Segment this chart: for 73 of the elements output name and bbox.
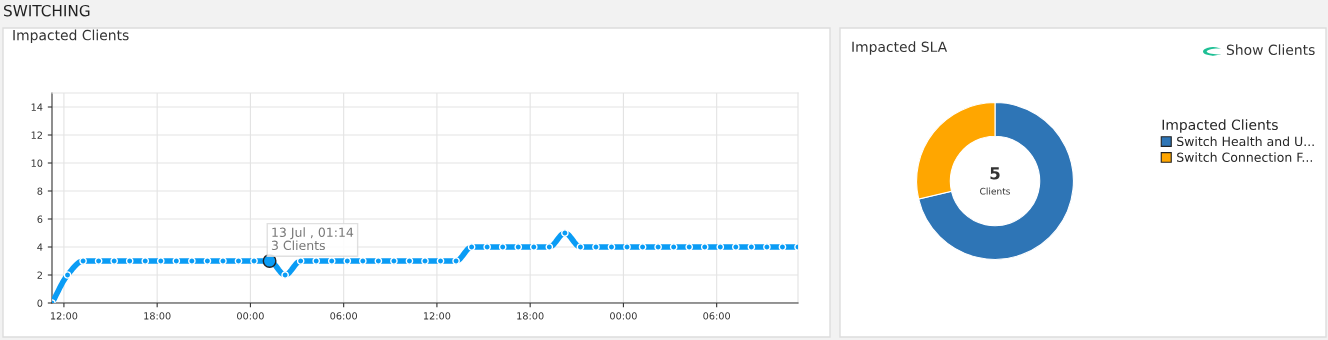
y-tick-label: 14 (31, 103, 43, 111)
point (623, 243, 631, 251)
point (219, 257, 227, 265)
chart-title: Impacted SLA (852, 41, 948, 55)
point (94, 257, 103, 265)
point (669, 243, 678, 251)
point (110, 257, 118, 265)
point (638, 243, 647, 251)
x-tick-label: 12:00 (423, 312, 451, 320)
point (390, 257, 398, 265)
legend-label: Switch Connection F... (1177, 152, 1312, 162)
point (576, 243, 585, 251)
point (203, 257, 212, 265)
point (436, 257, 445, 265)
point (421, 257, 429, 265)
y-tick-label: 10 (31, 159, 43, 167)
text: 5 (990, 167, 1000, 180)
point (716, 243, 725, 251)
point (529, 243, 538, 251)
point (483, 243, 491, 251)
donut-slice (918, 102, 1074, 260)
text: Clients (980, 187, 1010, 195)
y-tick-label: 4 (37, 243, 43, 251)
text: SWITCHING (4, 4, 90, 17)
point (359, 257, 367, 265)
point (592, 243, 600, 251)
point (234, 257, 243, 265)
point (343, 257, 352, 265)
point (374, 257, 383, 265)
legend-title: Impacted Clients (1162, 119, 1278, 133)
y-tick-label: 12 (31, 131, 42, 139)
point (778, 243, 787, 251)
point (700, 243, 709, 251)
x-tick-label: 18:00 (517, 312, 544, 320)
point (296, 257, 305, 265)
x-tick-label: 00:00 (237, 312, 264, 320)
point (188, 257, 196, 265)
point (467, 243, 476, 251)
x-tick-label: 12:00 (50, 312, 78, 320)
point (141, 257, 150, 265)
legend-label: Switch Health and U... (1177, 136, 1314, 147)
point (498, 243, 507, 251)
y-tick-label: 0 (37, 299, 43, 307)
point (79, 257, 87, 265)
point (250, 257, 258, 265)
annotation: 13 Jul , 01:14 3 Clients (271, 227, 354, 251)
point (281, 271, 289, 279)
text: Show Clients (1226, 44, 1315, 56)
y-tick-label: 8 (37, 187, 43, 195)
point (405, 257, 414, 265)
point (156, 257, 165, 265)
point (654, 243, 662, 251)
x-tick-label: 06:00 (703, 312, 731, 320)
point (763, 243, 771, 251)
point (514, 243, 523, 251)
point (63, 271, 72, 279)
x-tick-label: 00:00 (610, 312, 637, 320)
y-tick-label: 2 (37, 271, 42, 279)
point (125, 257, 134, 265)
point (732, 243, 740, 251)
point (172, 257, 181, 265)
y-tick-label: 6 (37, 215, 43, 223)
x-tick-label: 06:00 (330, 312, 358, 320)
chart-title: Impacted Clients (13, 29, 129, 44)
point (561, 229, 569, 237)
point (545, 243, 554, 251)
point (685, 243, 694, 251)
x-tick-label: 18:00 (144, 312, 171, 320)
point (312, 257, 321, 265)
point (747, 243, 756, 251)
point (327, 257, 336, 265)
point (452, 257, 460, 265)
point (607, 243, 616, 251)
